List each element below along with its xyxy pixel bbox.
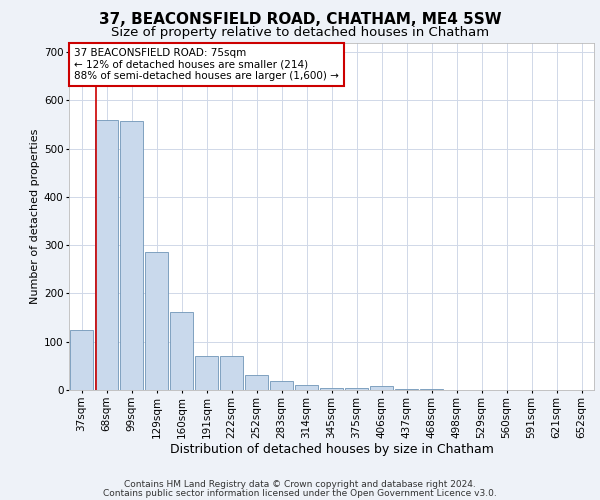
Bar <box>195 356 218 390</box>
Bar <box>245 374 268 390</box>
Bar <box>95 120 118 390</box>
Bar <box>420 388 443 390</box>
Bar <box>370 386 393 390</box>
Text: 37 BEACONSFIELD ROAD: 75sqm
← 12% of detached houses are smaller (214)
88% of se: 37 BEACONSFIELD ROAD: 75sqm ← 12% of det… <box>74 48 339 81</box>
X-axis label: Distribution of detached houses by size in Chatham: Distribution of detached houses by size … <box>170 443 493 456</box>
Bar <box>145 252 168 390</box>
Text: Contains public sector information licensed under the Open Government Licence v3: Contains public sector information licen… <box>103 488 497 498</box>
Text: 37, BEACONSFIELD ROAD, CHATHAM, ME4 5SW: 37, BEACONSFIELD ROAD, CHATHAM, ME4 5SW <box>98 12 502 28</box>
Text: Contains HM Land Registry data © Crown copyright and database right 2024.: Contains HM Land Registry data © Crown c… <box>124 480 476 489</box>
Bar <box>120 120 143 390</box>
Bar <box>70 330 93 390</box>
Text: Size of property relative to detached houses in Chatham: Size of property relative to detached ho… <box>111 26 489 39</box>
Bar <box>170 312 193 390</box>
Bar <box>270 382 293 390</box>
Bar <box>320 388 343 390</box>
Bar <box>220 356 243 390</box>
Bar <box>295 385 318 390</box>
Bar <box>345 388 368 390</box>
Y-axis label: Number of detached properties: Number of detached properties <box>29 128 40 304</box>
Bar <box>395 388 418 390</box>
